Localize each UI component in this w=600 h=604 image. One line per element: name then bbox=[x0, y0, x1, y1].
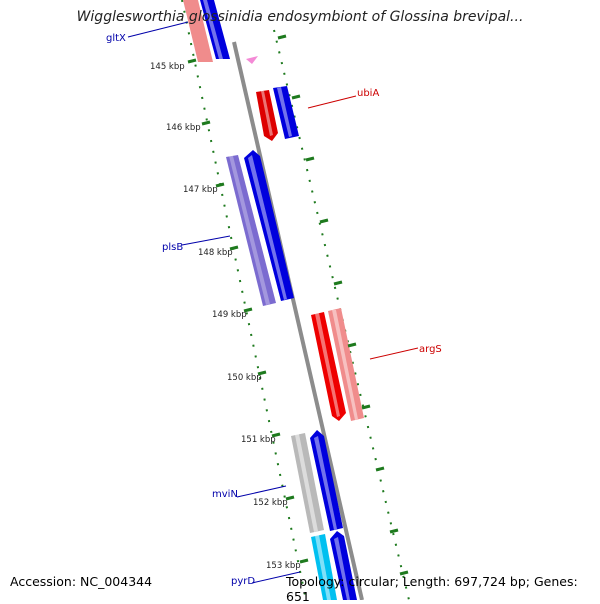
argS-leader bbox=[369, 347, 419, 360]
plsB-leader bbox=[181, 235, 231, 246]
gene-label-argS: argS bbox=[419, 344, 442, 355]
outer-tick-marks bbox=[187, 58, 309, 564]
gene-label-ubiA: ubiA bbox=[357, 88, 379, 99]
tick-label: 146 kbp bbox=[166, 123, 201, 133]
pyrD-leader bbox=[251, 571, 301, 584]
feature-gltX bbox=[183, 0, 230, 62]
marker-triangle bbox=[246, 56, 258, 64]
feature-ubiA bbox=[256, 86, 299, 141]
tick-label: 152 kbp bbox=[253, 498, 288, 508]
gene-label-gltX: gltX bbox=[106, 33, 126, 44]
tick-label: 149 kbp bbox=[212, 310, 247, 320]
gene-label-mviN: mviN bbox=[212, 489, 238, 500]
gene-label-plsB: plsB bbox=[162, 242, 183, 253]
map-title: Wigglesworthia glossinidia endosymbiont … bbox=[76, 9, 524, 25]
genome-backbone bbox=[232, 41, 364, 600]
tick-label: 151 kbp bbox=[241, 435, 276, 445]
gltX-leader bbox=[127, 21, 189, 38]
inner-tick-marks bbox=[277, 34, 409, 576]
accession-label: Accession: NC_004344 bbox=[10, 574, 153, 589]
gene-label-pyrD: pyrD bbox=[231, 576, 255, 587]
mviN-leader bbox=[236, 485, 287, 498]
tick-label: 150 kbp bbox=[227, 373, 262, 383]
feature-argS bbox=[311, 308, 364, 421]
feature-plsB bbox=[226, 150, 294, 306]
ubiA-leader bbox=[307, 95, 357, 109]
tick-label: 148 kbp bbox=[198, 248, 233, 258]
tick-label: 147 kbp bbox=[183, 185, 218, 195]
tick-label: 145 kbp bbox=[150, 62, 185, 72]
tick-label: 153 kbp bbox=[266, 561, 301, 571]
feature-mviN bbox=[291, 430, 343, 533]
feature-pyrD bbox=[311, 531, 357, 600]
